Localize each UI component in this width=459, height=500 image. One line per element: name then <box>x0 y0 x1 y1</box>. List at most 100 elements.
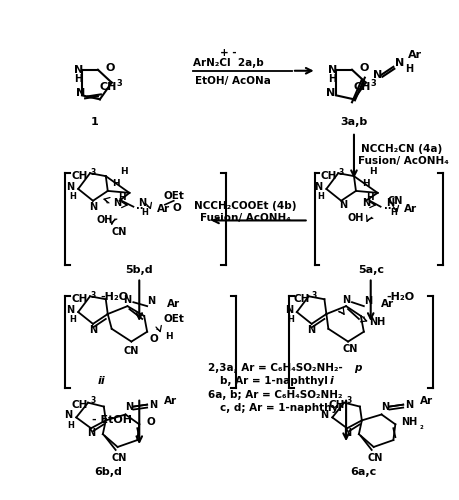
Text: 3: 3 <box>117 79 122 88</box>
Text: CH: CH <box>293 294 309 304</box>
Text: H: H <box>361 178 369 188</box>
Text: N: N <box>372 70 381 80</box>
Text: 3: 3 <box>90 168 95 176</box>
Text: CN: CN <box>123 346 139 356</box>
Text: N: N <box>342 428 350 438</box>
Text: - EtOH: - EtOH <box>91 416 131 426</box>
Text: N: N <box>113 198 121 207</box>
Text: Ar: Ar <box>164 396 177 406</box>
Text: N: N <box>147 296 155 306</box>
Text: CH: CH <box>72 294 88 304</box>
Text: Fusion/ AcONH₄: Fusion/ AcONH₄ <box>200 214 291 224</box>
Text: 6b,d: 6b,d <box>94 466 122 476</box>
Text: N: N <box>73 65 83 75</box>
Text: NCCH₂COOEt (4b): NCCH₂COOEt (4b) <box>194 200 296 210</box>
Text: H: H <box>328 74 336 84</box>
Text: Ar: Ar <box>157 204 170 214</box>
Text: ··: ·· <box>383 204 390 214</box>
Text: 3: 3 <box>346 396 351 405</box>
Text: b, Ar = 1-naphthyl: b, Ar = 1-naphthyl <box>219 376 327 386</box>
Text: H: H <box>389 208 396 217</box>
Text: N: N <box>66 182 74 192</box>
Text: p: p <box>353 363 361 373</box>
Text: Fusion/ AcONH₄: Fusion/ AcONH₄ <box>357 156 448 166</box>
Text: -H₂O: -H₂O <box>386 292 414 302</box>
Text: 6a, b; Ar = C₆H₄SO₂NH₂: 6a, b; Ar = C₆H₄SO₂NH₂ <box>208 390 342 400</box>
Text: CH: CH <box>327 400 344 409</box>
Text: Ar: Ar <box>407 50 421 60</box>
Text: CH: CH <box>353 82 370 92</box>
Text: N: N <box>386 198 394 207</box>
Text: H: H <box>69 316 76 324</box>
Text: H: H <box>67 421 73 430</box>
Text: N: N <box>394 58 403 68</box>
Text: NH: NH <box>369 317 385 327</box>
Text: N: N <box>66 305 74 315</box>
Text: OH: OH <box>347 214 364 224</box>
Text: 3a,b: 3a,b <box>340 117 367 127</box>
Text: ₂: ₂ <box>418 422 422 431</box>
Text: 3: 3 <box>311 291 317 300</box>
Text: 3: 3 <box>370 79 376 88</box>
Text: N: N <box>341 295 349 305</box>
Text: N: N <box>64 410 72 420</box>
Text: N: N <box>284 305 292 315</box>
Text: H: H <box>165 332 172 341</box>
Text: OEt: OEt <box>163 191 184 201</box>
Text: CH: CH <box>99 82 116 92</box>
Text: N: N <box>75 88 84 99</box>
Text: N: N <box>327 65 336 75</box>
Text: c, d; Ar = 1-naphthyl: c, d; Ar = 1-naphthyl <box>219 402 341 412</box>
Text: Ar: Ar <box>380 299 393 309</box>
Text: CN: CN <box>387 196 402 206</box>
Text: ··: ·· <box>135 204 143 214</box>
Text: N: N <box>307 325 315 335</box>
Text: N: N <box>319 410 328 420</box>
Text: N: N <box>314 182 322 192</box>
Text: N: N <box>89 202 97 211</box>
Text: N: N <box>381 402 389 411</box>
Text: OH: OH <box>96 216 113 226</box>
Text: H: H <box>287 316 294 324</box>
Text: N: N <box>125 402 133 411</box>
Text: 2,3a, Ar = C₆H₄SO₂NH₂-: 2,3a, Ar = C₆H₄SO₂NH₂- <box>208 363 342 373</box>
Text: N: N <box>123 295 131 305</box>
Text: Ar: Ar <box>420 396 432 406</box>
Text: Ar: Ar <box>167 299 180 309</box>
Text: 1: 1 <box>91 117 99 127</box>
Text: H: H <box>112 178 119 188</box>
Text: ArN₂Cl  2a,b: ArN₂Cl 2a,b <box>192 58 263 68</box>
Text: H: H <box>74 74 82 84</box>
Text: 3: 3 <box>90 396 95 405</box>
Text: + -: + - <box>219 48 236 58</box>
Text: H: H <box>141 208 148 217</box>
Text: O: O <box>172 202 181 212</box>
Text: H: H <box>365 194 373 202</box>
Text: CN: CN <box>341 344 357 354</box>
Text: H: H <box>404 64 412 74</box>
Text: H: H <box>69 192 76 202</box>
Text: EtOH/ AcONa: EtOH/ AcONa <box>195 76 270 86</box>
Text: Ar: Ar <box>403 204 416 214</box>
Text: N: N <box>361 198 369 207</box>
Text: 5a,c: 5a,c <box>357 264 383 274</box>
Text: 3: 3 <box>90 291 95 300</box>
Text: N: N <box>325 88 334 99</box>
Text: CH: CH <box>319 171 336 181</box>
Text: CH: CH <box>72 171 88 181</box>
Text: OEt: OEt <box>163 314 184 324</box>
Text: 3: 3 <box>338 168 343 176</box>
Text: i: i <box>329 376 332 386</box>
Text: N: N <box>138 198 146 207</box>
Text: N: N <box>149 400 157 409</box>
Text: CN: CN <box>112 228 127 237</box>
Text: O: O <box>105 63 114 73</box>
Text: O: O <box>146 418 155 428</box>
Text: N: N <box>87 428 95 438</box>
Text: N: N <box>404 400 412 409</box>
Text: N: N <box>89 325 97 335</box>
Text: 5b,d: 5b,d <box>125 264 153 274</box>
Text: -H₂O: -H₂O <box>101 292 129 302</box>
Text: NH: NH <box>400 418 416 428</box>
Text: CH: CH <box>72 400 88 409</box>
